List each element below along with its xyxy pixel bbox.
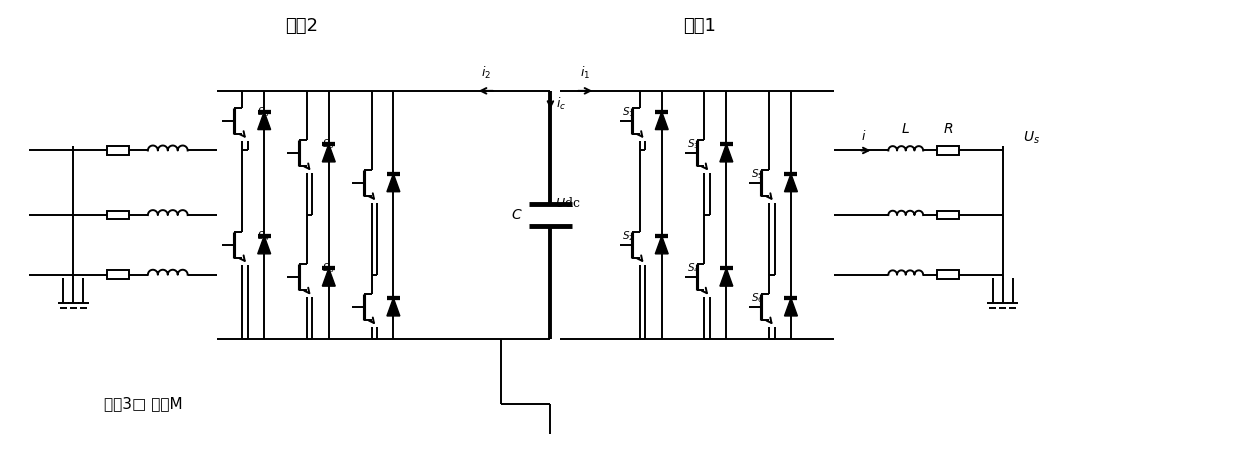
Text: $S_6$: $S_6$ (751, 291, 764, 305)
Text: $L$: $L$ (901, 121, 910, 136)
Polygon shape (785, 174, 797, 192)
Polygon shape (720, 268, 733, 286)
Text: $S_4$: $S_4$ (257, 229, 270, 243)
Text: $S_2$: $S_2$ (622, 229, 635, 243)
Text: $i_2$: $i_2$ (481, 65, 491, 81)
Text: $S_5$: $S_5$ (751, 167, 764, 181)
Text: 端口1: 端口1 (683, 17, 715, 35)
Polygon shape (258, 236, 270, 254)
Text: $S_6$: $S_6$ (322, 262, 335, 275)
Text: $R$: $R$ (942, 121, 954, 136)
Text: $U$dc: $U$dc (556, 196, 582, 210)
Polygon shape (720, 144, 733, 162)
Bar (107, 146, 129, 155)
Text: $S_3$: $S_3$ (257, 105, 270, 119)
Text: $i_c$: $i_c$ (557, 96, 567, 112)
Bar (937, 146, 959, 155)
Text: $C$: $C$ (511, 208, 522, 222)
Polygon shape (258, 112, 270, 130)
Polygon shape (655, 112, 668, 130)
Polygon shape (322, 144, 335, 162)
Bar (107, 211, 129, 219)
Text: $S_1$: $S_1$ (622, 105, 635, 119)
Bar (937, 270, 959, 279)
Polygon shape (387, 174, 399, 192)
Text: 端口3□ 端口M: 端口3□ 端口M (104, 396, 182, 411)
Text: $S_5$: $S_5$ (322, 137, 335, 151)
Polygon shape (785, 298, 797, 316)
Text: $i_1$: $i_1$ (580, 65, 590, 81)
Polygon shape (322, 268, 335, 286)
Text: 端口2: 端口2 (285, 17, 319, 35)
Text: $S_3$: $S_3$ (687, 137, 699, 151)
Polygon shape (655, 236, 668, 254)
Polygon shape (387, 298, 399, 316)
Text: $S_4$: $S_4$ (687, 262, 699, 275)
Text: $i$: $i$ (861, 128, 867, 142)
Text: $U_s$: $U_s$ (1023, 129, 1039, 146)
Bar (937, 211, 959, 219)
Bar (107, 270, 129, 279)
